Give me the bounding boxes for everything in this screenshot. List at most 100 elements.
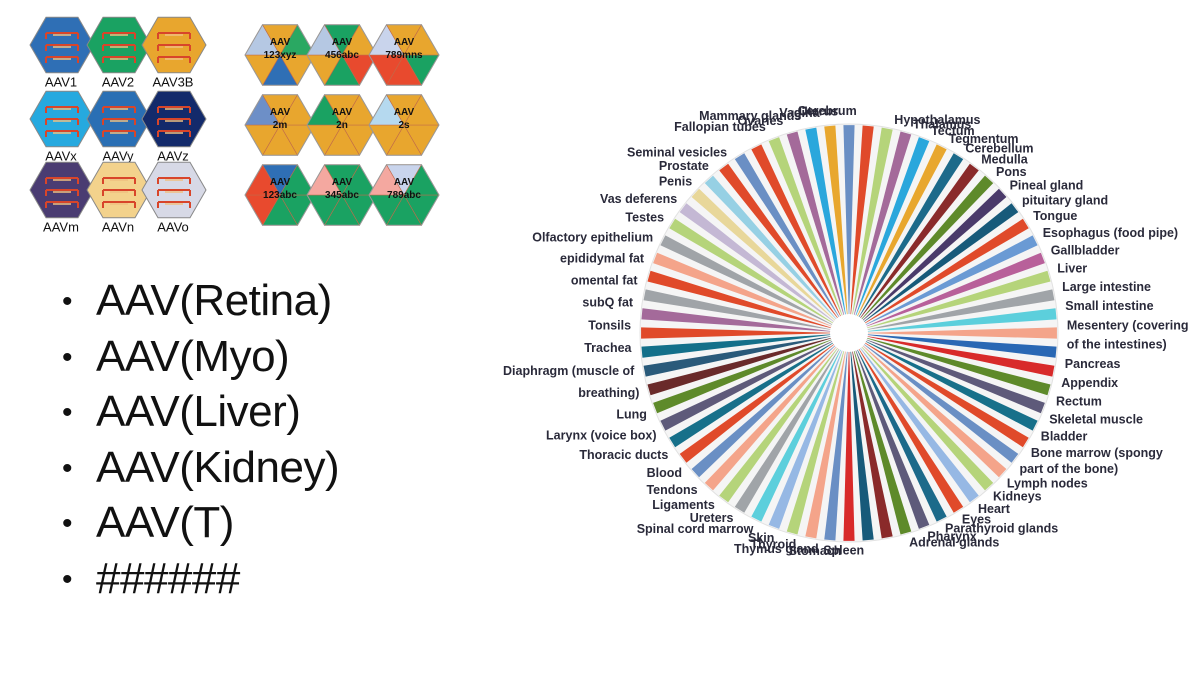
organ-label: pituitary gland: [1022, 193, 1108, 207]
wheel-spoke: [861, 235, 1038, 327]
organ-label: Hypothalamus: [894, 113, 980, 127]
organ-label: Blood: [647, 466, 682, 480]
wheel-spoke: [855, 345, 947, 522]
wheel-spoke: [860, 218, 1029, 326]
organ-label: subQ fat: [582, 296, 634, 310]
organ-label: Parathyroid glands: [945, 522, 1058, 536]
hexagon-outline: [244, 24, 316, 86]
serotype-hexagon: [141, 16, 207, 74]
serotype-hexagon: [29, 16, 95, 74]
bullet-dot: •: [62, 562, 73, 596]
variant-label-line1: AAV: [332, 37, 353, 48]
hexagon-outline: [306, 94, 378, 156]
wheel-spoke: [853, 137, 930, 320]
bullet-item: • AAV(Retina): [62, 274, 339, 330]
organ-label: Mesentery (covering: [1067, 318, 1189, 332]
wheel-spoke: [824, 125, 848, 320]
wheel-spoke: [850, 125, 874, 320]
organ-label: Tectum: [931, 124, 975, 138]
variant-label-line1: AAV: [332, 177, 353, 188]
organ-label: Tendons: [646, 483, 697, 497]
wheel-spoke: [751, 144, 843, 321]
wheel-spoke: [691, 342, 839, 478]
aav-serotype-hexagon-grid: AAV1 AAV2 AAV3B AAVx AAVy AAVz AAVm AAVn AAVo: [29, 16, 207, 235]
organ-label: Liver: [1057, 262, 1087, 276]
wheel-spoke: [660, 235, 837, 327]
wheel-spoke: [851, 127, 893, 320]
wheel-spoke: [679, 203, 838, 325]
variant-label-line1: AAV: [394, 107, 415, 118]
capsid-pattern-icon: [45, 177, 79, 208]
organ-label: Eyes: [962, 513, 991, 527]
organ-label: breathing): [578, 386, 639, 400]
organ-label: Kidneys: [993, 490, 1042, 504]
aav-variant-hexagon-grid: AAV123xyzAAV456abcAAV789mnsAAV2mAAV2nAAV…: [244, 24, 440, 226]
wheel-spoke: [856, 153, 964, 322]
organ-label: Vas deferens: [600, 192, 677, 206]
variant-label-line1: AAV: [394, 37, 415, 48]
bullet-item: • AAV(Kidney): [62, 441, 340, 497]
organ-label: epididymal fat: [560, 251, 645, 265]
organ-label: Fallopian tubes: [674, 120, 766, 134]
organ-label: Heart: [978, 502, 1011, 516]
capsid-pattern-icon: [102, 106, 136, 137]
organ-label: Cerebellum: [965, 142, 1033, 156]
capsid-pattern-icon: [102, 177, 136, 208]
hexagon-outline: [368, 24, 440, 86]
variant-label-line2: 789abc: [387, 190, 421, 201]
organ-label: Lung: [616, 408, 647, 422]
bullet-dot: •: [62, 285, 73, 318]
organ-label: Bone marrow (spongy: [1031, 446, 1163, 460]
organ-label: Adrenal glands: [909, 536, 999, 550]
organ-label: Skeletal muscle: [1049, 412, 1143, 426]
wheel-spoke: [669, 218, 838, 326]
organ-label: Large intestine: [1062, 280, 1151, 294]
serotype-label: AAV2: [102, 75, 134, 90]
variant-hexagon: AAV 345abc: [306, 164, 378, 226]
wheel-spoke: [786, 131, 846, 320]
wheel-spoke: [850, 346, 874, 541]
organ-label: Diaphragm (muscle of: [503, 364, 635, 378]
wheel-spoke: [719, 344, 841, 503]
wheel-spoke: [862, 252, 1045, 329]
serotype-label: AAVy: [102, 149, 134, 164]
organ-label: Lymph nodes: [1007, 476, 1088, 490]
capsid-pattern-icon: [157, 177, 191, 208]
organ-label: Appendix: [1061, 376, 1118, 390]
wheel-spoke: [669, 340, 838, 448]
wheel-spoke: [855, 144, 947, 321]
bullet-dot: •: [62, 507, 73, 540]
wheel-spoke: [641, 308, 836, 332]
serotype-hexagon: [86, 161, 152, 219]
wheel-spoke: [643, 289, 836, 331]
hexagon-outline: [244, 94, 316, 156]
bullet-text: AAV(Retina): [96, 276, 332, 325]
variant-hexagon: AAV 123abc: [244, 164, 316, 226]
serotype-hexagon: [141, 161, 207, 219]
wheel-spoke: [862, 270, 1051, 330]
organ-label: Testes: [625, 211, 664, 225]
variant-label-line2: 456abc: [325, 50, 359, 61]
wheel-spoke: [768, 346, 845, 529]
bullet-text: AAV(T): [96, 498, 234, 547]
wheel-spoke: [843, 125, 855, 320]
bullet-dot: •: [62, 396, 73, 429]
variant-label-line2: 2s: [398, 120, 410, 131]
bullet-text: AAV(Myo): [96, 331, 290, 381]
variant-label-line2: 345abc: [325, 190, 359, 201]
wheel-spoke: [751, 345, 843, 522]
organ-label: Bladder: [1041, 430, 1088, 444]
wheel-spoke: [660, 339, 837, 431]
wheel-spoke: [805, 127, 847, 320]
wheel-spoke: [862, 327, 1057, 339]
wheel-hub: [830, 314, 868, 352]
aav-target-list: • AAV(Retina) • AAV(Myo) • AAV(Liver) • AAV(…: [62, 274, 340, 607]
serotype-label: AAVz: [157, 149, 189, 164]
hexagon-outline: [244, 164, 316, 226]
organ-label: Medulla: [981, 153, 1029, 167]
organ-label: Olfactory epithelium: [532, 230, 653, 244]
bullet-dot: •: [62, 451, 73, 485]
capsid-pattern-icon: [102, 32, 136, 63]
serotype-label: AAVo: [157, 220, 189, 235]
serotype-hexagon: [29, 161, 95, 219]
